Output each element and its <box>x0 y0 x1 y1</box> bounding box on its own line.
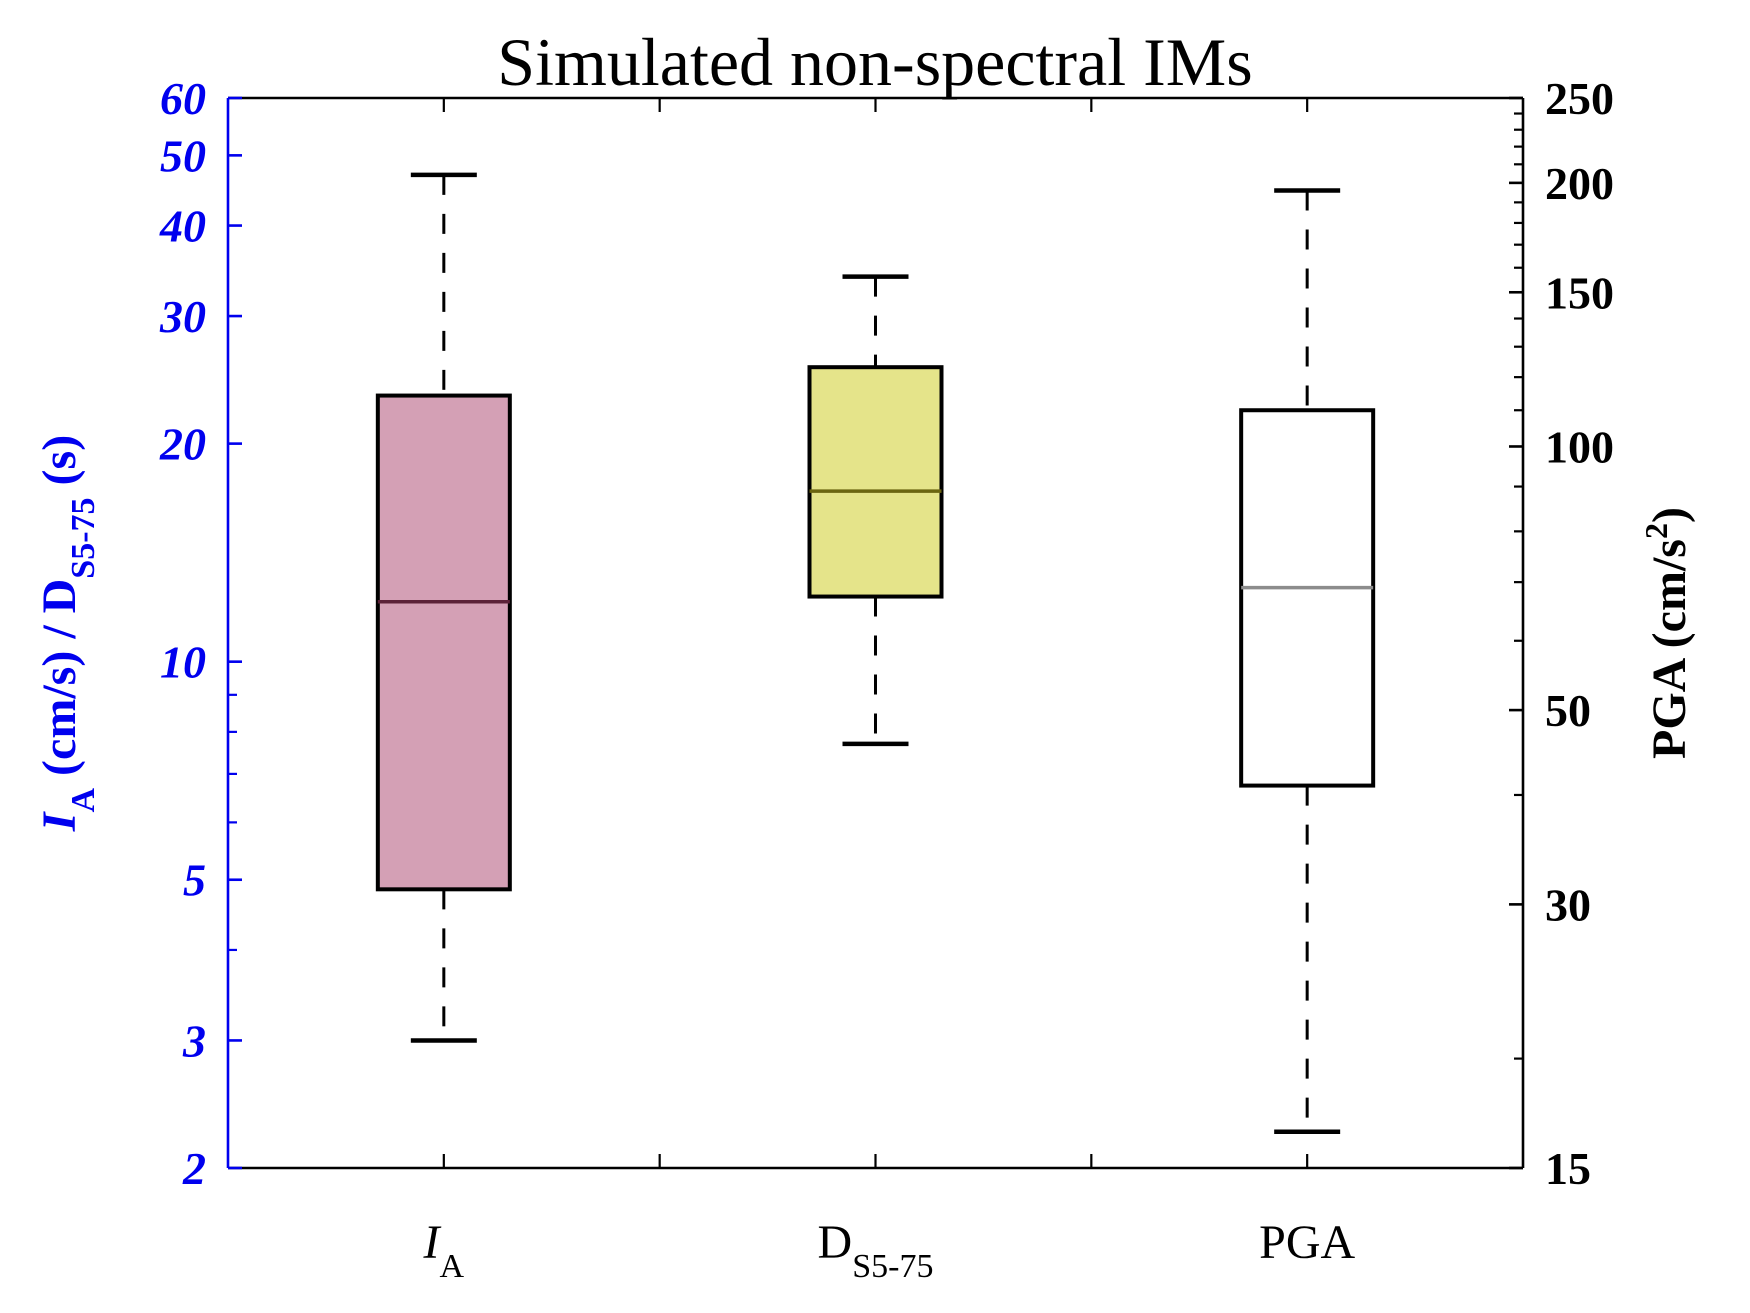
svg-text:100: 100 <box>1545 421 1614 472</box>
svg-text:40: 40 <box>159 201 206 252</box>
svg-text:30: 30 <box>159 291 206 342</box>
svg-text:15: 15 <box>1545 1143 1591 1194</box>
svg-text:60: 60 <box>160 73 206 124</box>
svg-text:Simulated non-spectral IMs: Simulated non-spectral IMs <box>497 24 1252 100</box>
svg-text:200: 200 <box>1545 158 1614 209</box>
svg-text:5: 5 <box>183 855 206 906</box>
svg-text:250: 250 <box>1545 73 1614 124</box>
svg-text:20: 20 <box>159 419 206 470</box>
svg-text:3: 3 <box>182 1015 206 1066</box>
svg-text:IA (cm/s) / DS5-75 (s): IA (cm/s) / DS5-75 (s) <box>33 435 102 832</box>
svg-text:PGA: PGA <box>1259 1216 1355 1269</box>
svg-text:50: 50 <box>160 130 206 181</box>
svg-text:PGA (cm/s2): PGA (cm/s2) <box>1638 507 1696 759</box>
svg-text:IA: IA <box>423 1216 465 1285</box>
svg-text:30: 30 <box>1545 879 1591 930</box>
svg-text:50: 50 <box>1545 685 1591 736</box>
svg-text:10: 10 <box>160 637 206 688</box>
svg-text:150: 150 <box>1545 267 1614 318</box>
svg-text:DS5-75: DS5-75 <box>818 1216 934 1285</box>
svg-text:2: 2 <box>182 1143 206 1194</box>
